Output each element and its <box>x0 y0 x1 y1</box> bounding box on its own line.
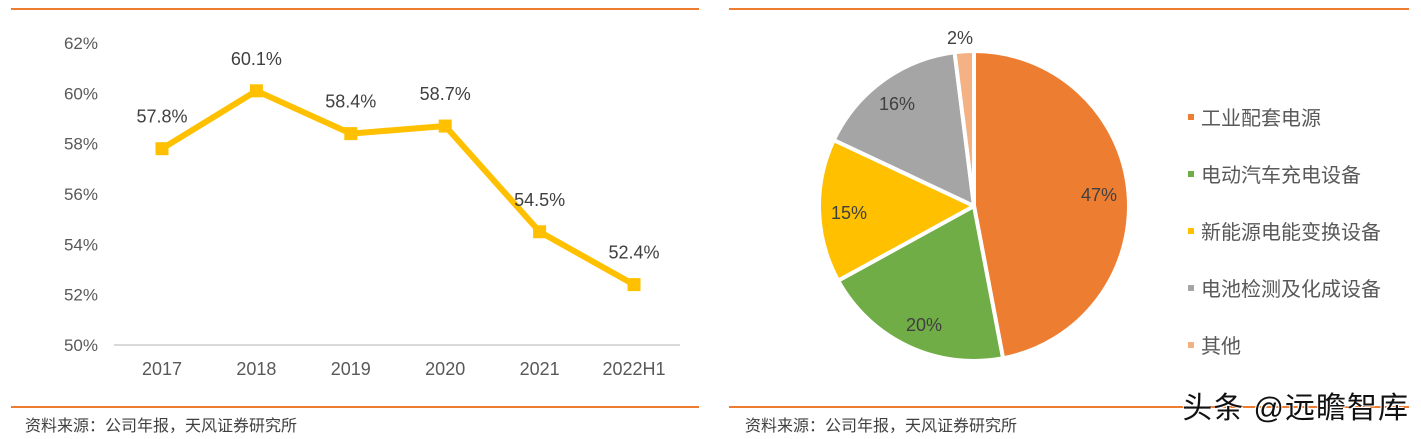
data-label: 60.1% <box>231 49 282 69</box>
slice-label: 15% <box>831 203 867 223</box>
line-chart-panel: 50% 52% 54% 56% 58% 60% 62% 2017 2018 2019 2020 202… <box>0 0 710 439</box>
legend-item: 电池检测及化成设备 <box>1188 259 1381 316</box>
legend-swatch-icon <box>1188 284 1194 291</box>
legend-item: 工业配套电源 <box>1188 88 1381 145</box>
y-tick-label: 60% <box>64 84 98 103</box>
data-marker <box>249 84 263 98</box>
legend-label: 电池检测及化成设备 <box>1201 279 1381 301</box>
top-rule <box>729 8 1409 10</box>
y-tick-label: 58% <box>64 135 98 154</box>
x-tick-label: 2020 <box>425 359 465 379</box>
legend-item: 其他 <box>1188 316 1381 373</box>
data-label: 58.7% <box>420 84 471 104</box>
y-tick-label: 56% <box>64 185 98 204</box>
y-tick-label: 62% <box>64 34 98 53</box>
data-marker <box>627 278 641 292</box>
data-label: 58.4% <box>325 92 376 112</box>
legend-item: 电动汽车充电设备 <box>1188 145 1381 202</box>
legend-label: 工业配套电源 <box>1201 108 1321 130</box>
x-tick-label: 2022H1 <box>602 359 665 379</box>
pie-slice <box>831 50 976 208</box>
slice-label: 20% <box>906 315 942 335</box>
data-marker <box>155 142 169 156</box>
data-label: 54.5% <box>514 190 565 210</box>
legend-item: 新能源电能变换设备 <box>1188 202 1381 259</box>
slice-label: 2% <box>947 28 973 48</box>
bottom-rule <box>729 406 1409 408</box>
slice-label: 47% <box>1081 185 1117 205</box>
legend-swatch-icon <box>1188 113 1194 120</box>
line-chart: 50% 52% 54% 56% 58% 60% 62% 2017 2018 2019 2020 202… <box>64 34 680 379</box>
legend-label: 其他 <box>1201 336 1241 358</box>
y-tick-label: 54% <box>64 235 98 254</box>
x-tick-label: 2018 <box>236 359 276 379</box>
source-note: 资料来源：公司年报，天风证券研究所 <box>25 418 298 435</box>
source-note: 资料来源：公司年报，天风证券研究所 <box>745 418 1018 435</box>
pie-slice <box>972 49 1132 361</box>
pie-chart-panel: 47% 20% 15% 16% 2% 工业配套电源 电动汽车充电设备 新能源电能变换设备… <box>710 0 1421 439</box>
x-tick-label: 2017 <box>142 359 182 379</box>
x-tick-label: 2021 <box>520 359 560 379</box>
data-marker <box>438 119 452 133</box>
data-label: 52.4% <box>608 243 659 263</box>
pie-slice <box>952 49 976 208</box>
pie-slice <box>817 138 976 283</box>
legend-swatch-icon <box>1188 227 1194 234</box>
legend-swatch-icon <box>1188 341 1194 348</box>
pie-legend: 工业配套电源 电动汽车充电设备 新能源电能变换设备 电池检测及化成设备 其他 <box>1188 88 1381 373</box>
watermark: 头条 @远瞻智库 <box>1182 392 1409 425</box>
data-line <box>160 87 636 288</box>
legend-label: 电动汽车充电设备 <box>1201 165 1361 187</box>
y-tick-label: 52% <box>64 286 98 305</box>
slice-label: 16% <box>879 94 915 114</box>
pie-slice <box>836 204 1006 363</box>
bottom-rule <box>11 406 699 408</box>
y-tick-label: 50% <box>64 336 98 355</box>
data-marker <box>344 127 358 141</box>
legend-swatch-icon <box>1188 170 1194 177</box>
data-marker <box>533 225 547 239</box>
x-tick-label: 2019 <box>331 359 371 379</box>
data-label: 57.8% <box>136 107 187 127</box>
top-rule <box>11 8 699 10</box>
pie-chart: 47% 20% 15% 16% 2% <box>817 28 1132 363</box>
legend-label: 新能源电能变换设备 <box>1201 222 1381 244</box>
